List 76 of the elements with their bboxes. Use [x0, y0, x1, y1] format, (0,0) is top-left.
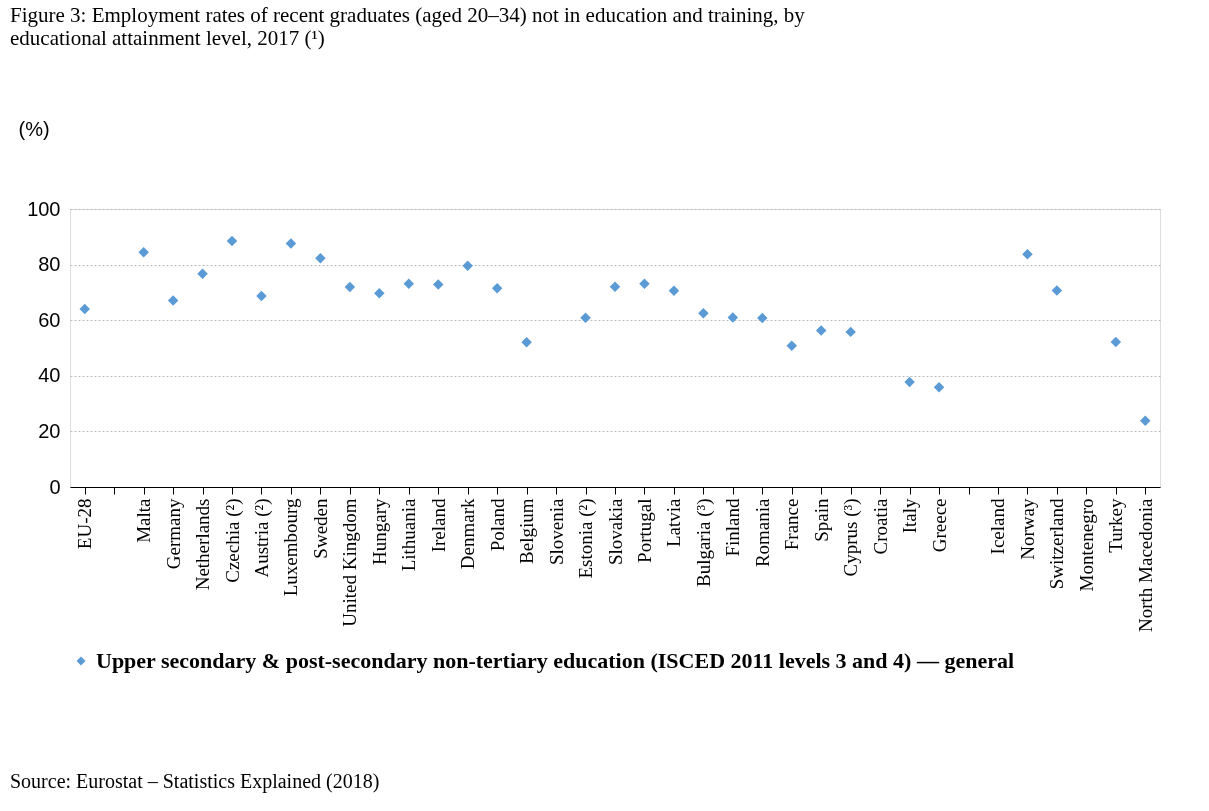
point — [315, 252, 326, 264]
point — [904, 376, 915, 388]
y-tick-label: 60 — [38, 308, 61, 331]
x-tick-label: Portugal — [633, 498, 655, 563]
x-tick-label: Slovakia — [604, 497, 626, 565]
x-tick-label: Montenegro — [1075, 498, 1097, 592]
x-tick-label: North Macedonia — [1134, 497, 1156, 632]
point — [1110, 336, 1122, 348]
point — [845, 326, 856, 338]
x-tick-label: Greece — [928, 498, 950, 553]
x-tick-label: Turkey — [1105, 498, 1127, 553]
point — [727, 312, 739, 323]
point — [226, 235, 238, 247]
point — [1140, 415, 1151, 427]
y-tick-label: 100 — [27, 197, 61, 220]
x-tick-label: Estonia (²) — [575, 498, 598, 579]
y-tick-label: 80 — [38, 253, 61, 276]
x-tick-label: Lithuania — [398, 497, 420, 572]
x-tick-label: Finland — [722, 498, 744, 557]
x-tick-label: Sweden — [309, 498, 331, 559]
x-tick-label: Iceland — [987, 498, 1009, 555]
x-tick-label: Switzerland — [1046, 498, 1068, 590]
y-tick-label: 20 — [38, 419, 61, 442]
point — [757, 312, 768, 324]
point — [374, 287, 385, 299]
y-axis-title: (%) — [18, 117, 50, 140]
x-tick-label: Malta — [133, 497, 155, 543]
point — [521, 336, 532, 348]
x-tick-label: Austria (²) — [250, 498, 273, 578]
point — [815, 325, 827, 336]
point — [580, 312, 591, 323]
point — [433, 279, 444, 290]
point — [197, 268, 208, 280]
x-tick-label: Italy — [899, 498, 921, 534]
x-tick-label: Poland — [486, 498, 508, 552]
x-tick-label: Cyprus (³) — [840, 498, 863, 577]
x-tick-label: Norway — [1016, 498, 1038, 560]
x-tick-label: Czechia (²) — [221, 498, 244, 583]
point — [491, 282, 503, 294]
point — [462, 260, 473, 271]
point — [256, 290, 267, 302]
chart-title: Figure 3: Employment rates of recent graduates (aged 20–34) not in education and training, by educational attainment level, 2017 (¹) — [10, 3, 806, 50]
x-tick-label: Belgium — [516, 498, 538, 564]
x-tick-label: Hungary — [368, 498, 390, 565]
x-tick-label: Romania — [751, 497, 773, 568]
point — [698, 308, 709, 319]
point — [167, 295, 179, 306]
y-tick-label: 0 — [49, 475, 61, 498]
point — [609, 281, 621, 293]
point — [786, 340, 797, 352]
point — [668, 285, 680, 296]
x-tick-label: Denmark — [457, 498, 479, 570]
point — [1022, 249, 1033, 260]
x-tick-label: Germany — [162, 498, 184, 570]
legend-label: Upper secondary & post-secondary non-tertiary education (ISCED 2011 levels 3 and 4) — general — [96, 648, 1015, 673]
x-tick-label: Croatia — [869, 497, 891, 555]
x-tick-label: Luxembourg — [280, 498, 302, 597]
x-tick-label: Slovenia — [545, 497, 567, 565]
point — [639, 278, 650, 290]
point — [933, 381, 945, 393]
x-tick-label: Spain — [810, 498, 832, 542]
x-tick-label: France — [781, 498, 803, 551]
x-tick-label: United Kingdom — [339, 498, 361, 627]
point — [403, 278, 415, 290]
point — [1051, 285, 1063, 296]
point — [285, 238, 297, 249]
point — [344, 281, 356, 293]
point — [79, 303, 90, 315]
x-tick-label: Netherlands — [192, 498, 214, 591]
point — [138, 247, 149, 258]
y-tick-label: 40 — [38, 364, 61, 387]
x-tick-label: EU-28 — [74, 498, 96, 550]
x-tick-label: Bulgaria (³) — [692, 498, 715, 588]
x-tick-label: Latvia — [663, 497, 685, 548]
source-note: Source: Eurostat – Statistics Explained (2018) — [10, 770, 380, 793]
x-tick-label: Ireland — [427, 498, 449, 553]
